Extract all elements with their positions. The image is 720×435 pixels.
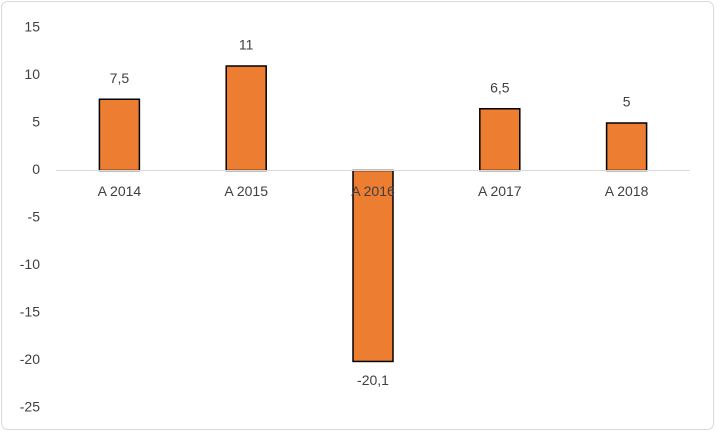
x-tick-label: A 2017 [478, 183, 522, 199]
y-tick-label: 0 [32, 161, 40, 177]
bar [352, 169, 394, 363]
x-tick-label: A 2015 [224, 183, 268, 199]
y-tick-label: -25 [20, 399, 40, 415]
y-tick-label: 10 [24, 66, 40, 82]
y-tick-label: 15 [24, 19, 40, 35]
y-tick-label: -20 [20, 351, 40, 367]
bar [225, 65, 267, 172]
y-tick-label: -5 [28, 209, 41, 225]
y-tick-label: -15 [20, 304, 40, 320]
data-label: 7,5 [110, 70, 130, 86]
x-tick-label: A 2014 [98, 183, 142, 199]
y-tick-label: 5 [32, 114, 40, 130]
bar [98, 98, 141, 172]
x-tick-label: A 2018 [605, 183, 649, 199]
x-tick-label: A 2016 [351, 183, 395, 199]
data-label: -20,1 [357, 372, 389, 388]
bar [479, 108, 521, 172]
data-label: 6,5 [490, 79, 510, 95]
data-label: 11 [239, 37, 254, 53]
data-label: 5 [623, 94, 631, 110]
y-tick-label: -10 [20, 256, 40, 272]
bar [605, 122, 648, 172]
